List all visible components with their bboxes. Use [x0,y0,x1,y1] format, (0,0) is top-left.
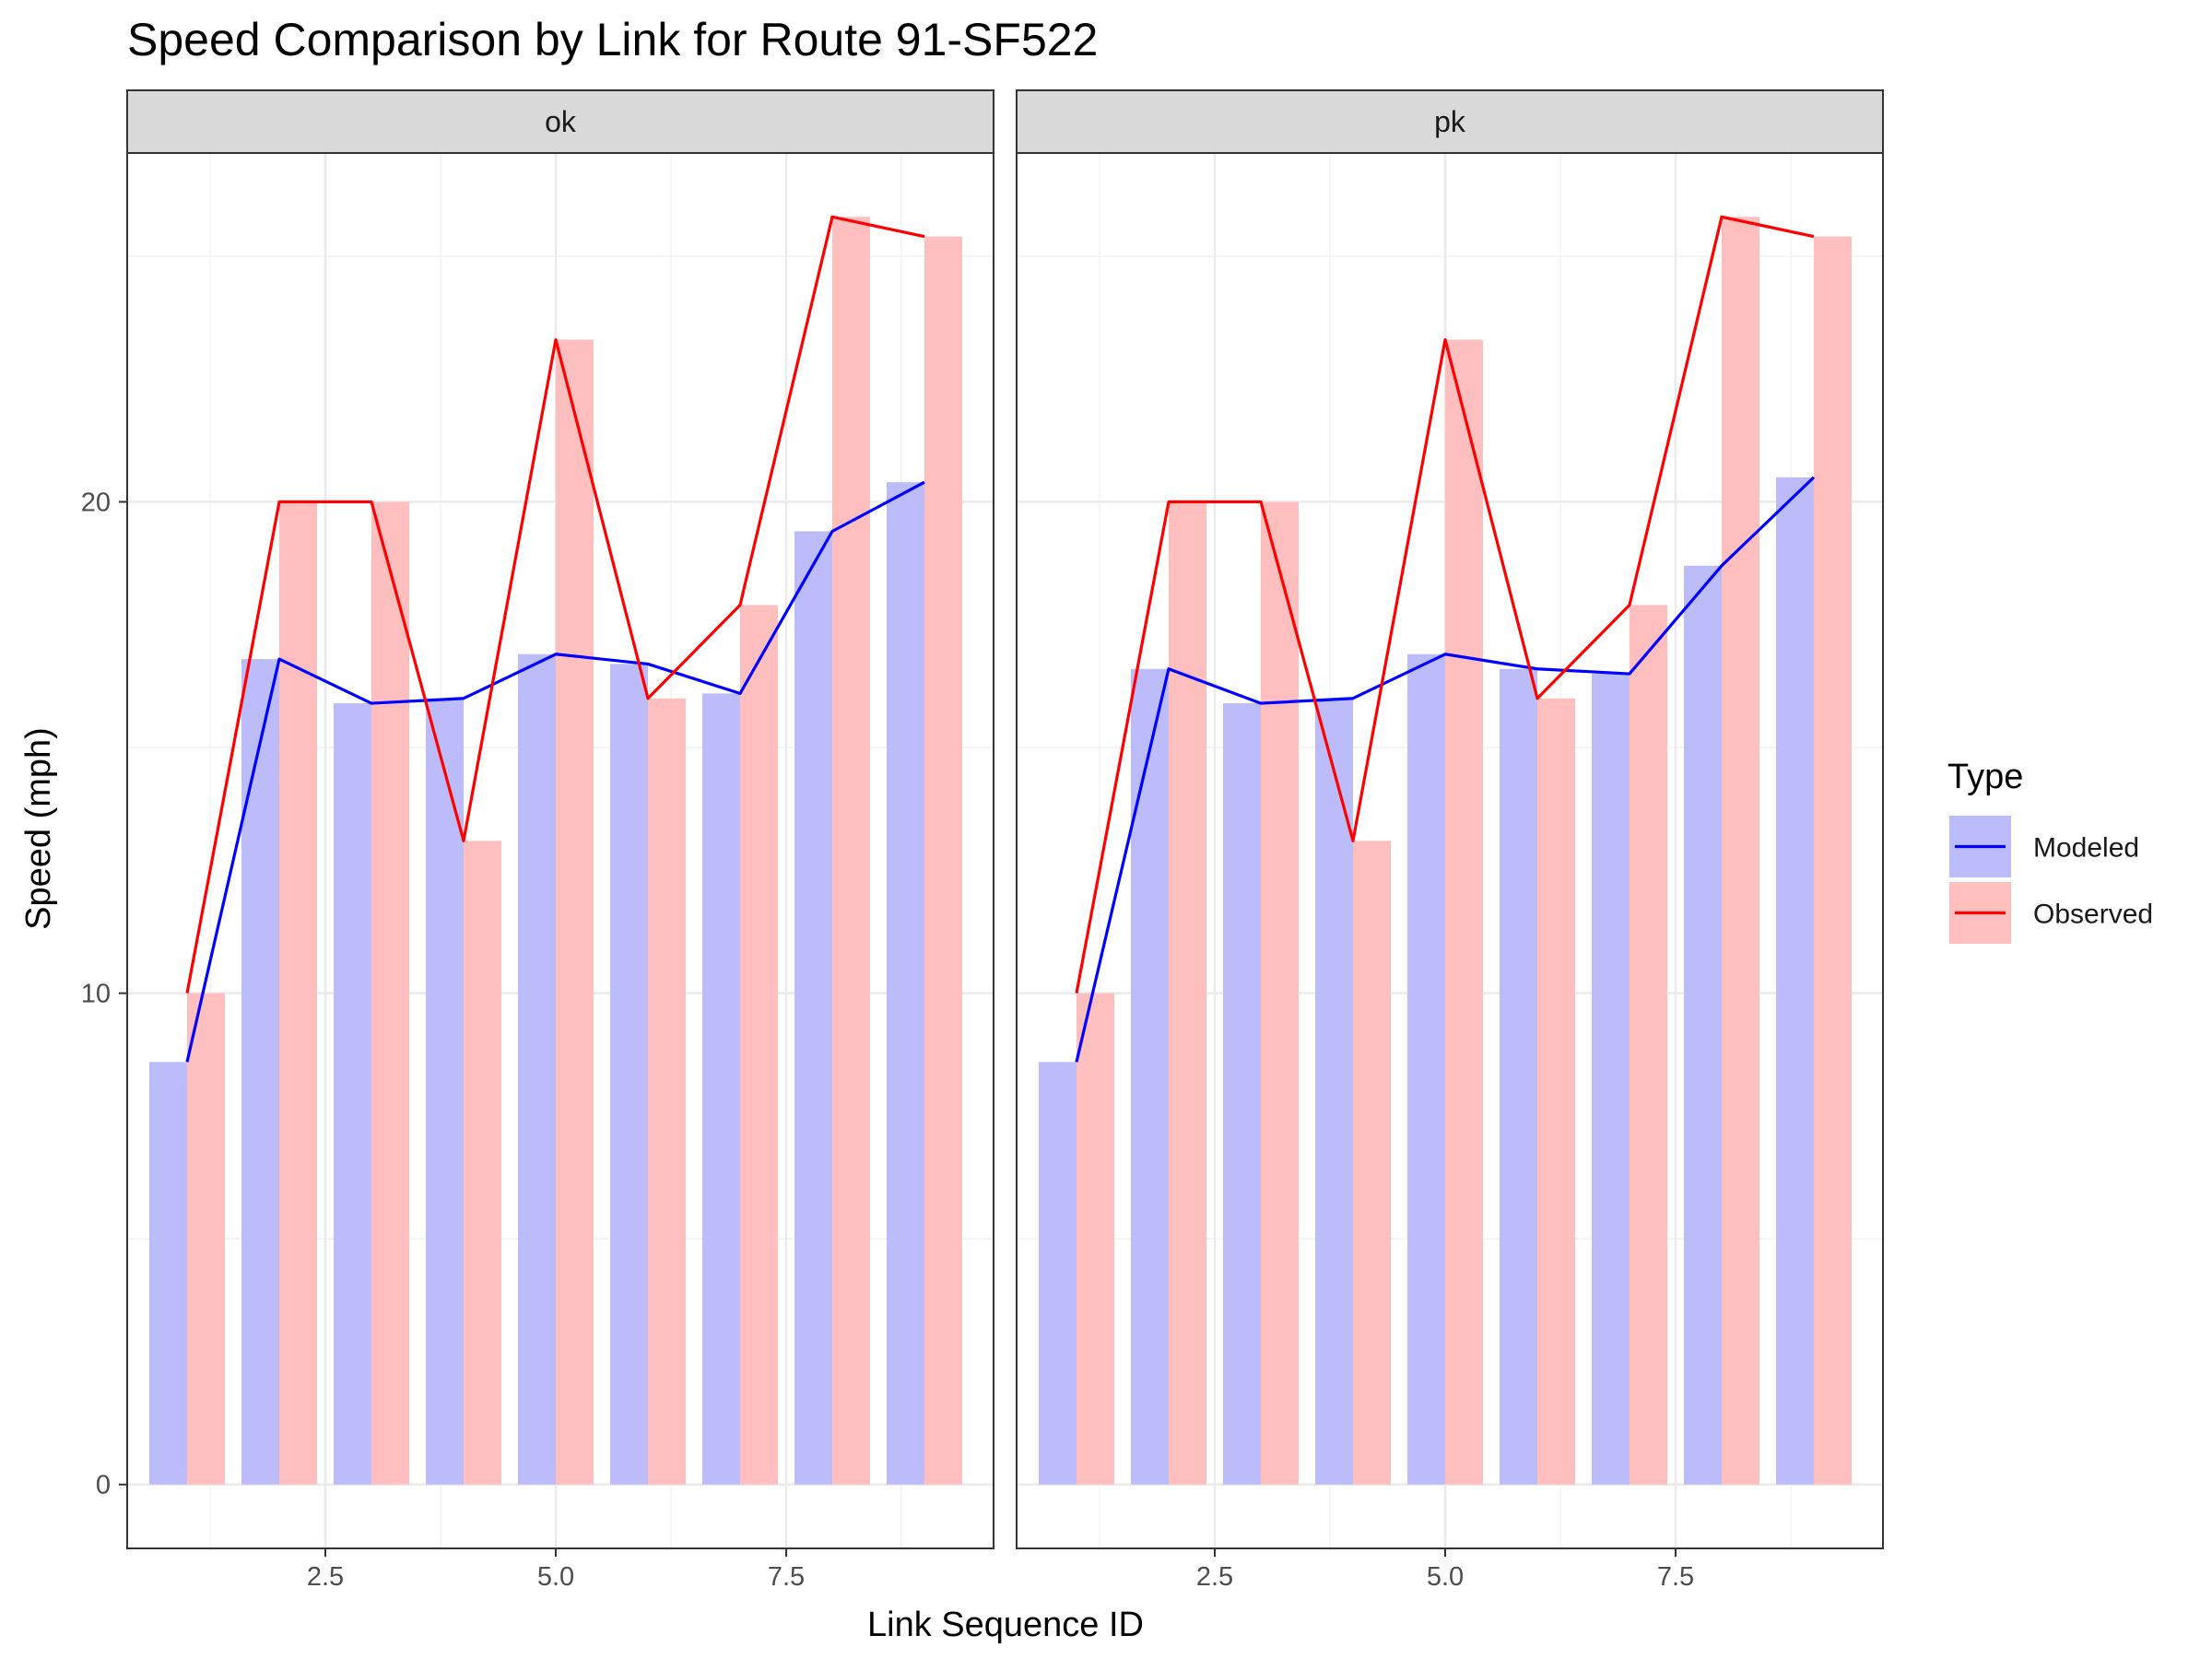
x-tick-label: 7.5 [1657,1562,1694,1592]
legend-label: Modeled [2033,833,2139,864]
bar-modeled [1315,698,1353,1485]
bar-modeled [1407,653,1445,1485]
line-observed [1075,215,1815,994]
bar-observed [1630,605,1667,1485]
panel-border [126,152,994,1549]
bar-modeled [1039,1062,1077,1485]
legend-title: Type [1947,758,2023,796]
x-tick-label: 2.5 [1196,1562,1233,1592]
bar-observed [464,841,501,1485]
x-tick-label: 5.0 [537,1562,574,1592]
bar-modeled [610,664,648,1485]
chart-title: Speed Comparison by Link for Route 91-SF… [127,14,1098,65]
strip-label: pk [1434,105,1466,138]
strip-pk [1016,89,1884,154]
bar-modeled [1592,674,1630,1485]
panel-border [1016,152,1884,1549]
bar-observed [1169,501,1206,1485]
bar-observed [1814,236,1852,1485]
y-tick-label: 10 [81,980,111,1009]
line-observed [185,215,925,994]
panel-pk: pk 2.5 5.0 7.5 [1016,89,1884,1592]
strip-ok [126,89,994,154]
bar-observed [1445,339,1483,1485]
line-modeled [185,480,925,1063]
bar-modeled [518,653,556,1485]
bar-modeled [426,698,464,1485]
bar-observed [371,501,409,1485]
bar-observed [1722,217,1759,1485]
bar-observed [1537,698,1575,1485]
strip-label: ok [545,105,577,138]
legend: Type Modeled Observed [1947,758,2153,944]
bar-observed [279,501,317,1485]
bar-modeled [1223,703,1261,1485]
legend-item-observed: Observed [1949,882,2153,944]
bar-modeled [1500,668,1537,1485]
bar-modeled [702,693,740,1485]
legend-item-modeled: Modeled [1949,816,2139,877]
x-axis-title: Link Sequence ID [867,1606,1144,1644]
bar-modeled [149,1062,187,1485]
bar-observed [1261,501,1299,1485]
bar-observed [648,698,686,1485]
x-tick-label: 5.0 [1427,1562,1464,1592]
bar-modeled [241,659,279,1485]
bar-observed [1353,841,1391,1485]
bar-modeled [887,482,924,1485]
bar-observed [924,236,962,1485]
line-modeled [1075,476,1816,1063]
bar-modeled [1684,565,1722,1485]
y-axis-title: Speed (mph) [19,727,58,930]
bar-observed [187,993,225,1485]
y-tick-label: 0 [96,1471,111,1500]
bar-modeled [1776,477,1814,1485]
x-tick-label: 2.5 [307,1562,344,1592]
bar-observed [740,605,778,1485]
bar-modeled [794,531,832,1485]
x-tick-label: 7.5 [768,1562,805,1592]
bar-observed [1077,993,1114,1485]
facet-panels: ok 2.5 5.0 7.5 0 10 20 pk 2.5 5.0 7.5 [81,89,1884,1592]
legend-label: Observed [2033,900,2153,930]
bar-modeled [334,703,371,1485]
panel-ok: ok 2.5 5.0 7.5 0 10 20 [81,89,994,1592]
y-tick-label: 20 [81,488,111,518]
bar-observed [832,217,870,1485]
bar-observed [556,339,594,1485]
bar-modeled [1131,668,1169,1485]
